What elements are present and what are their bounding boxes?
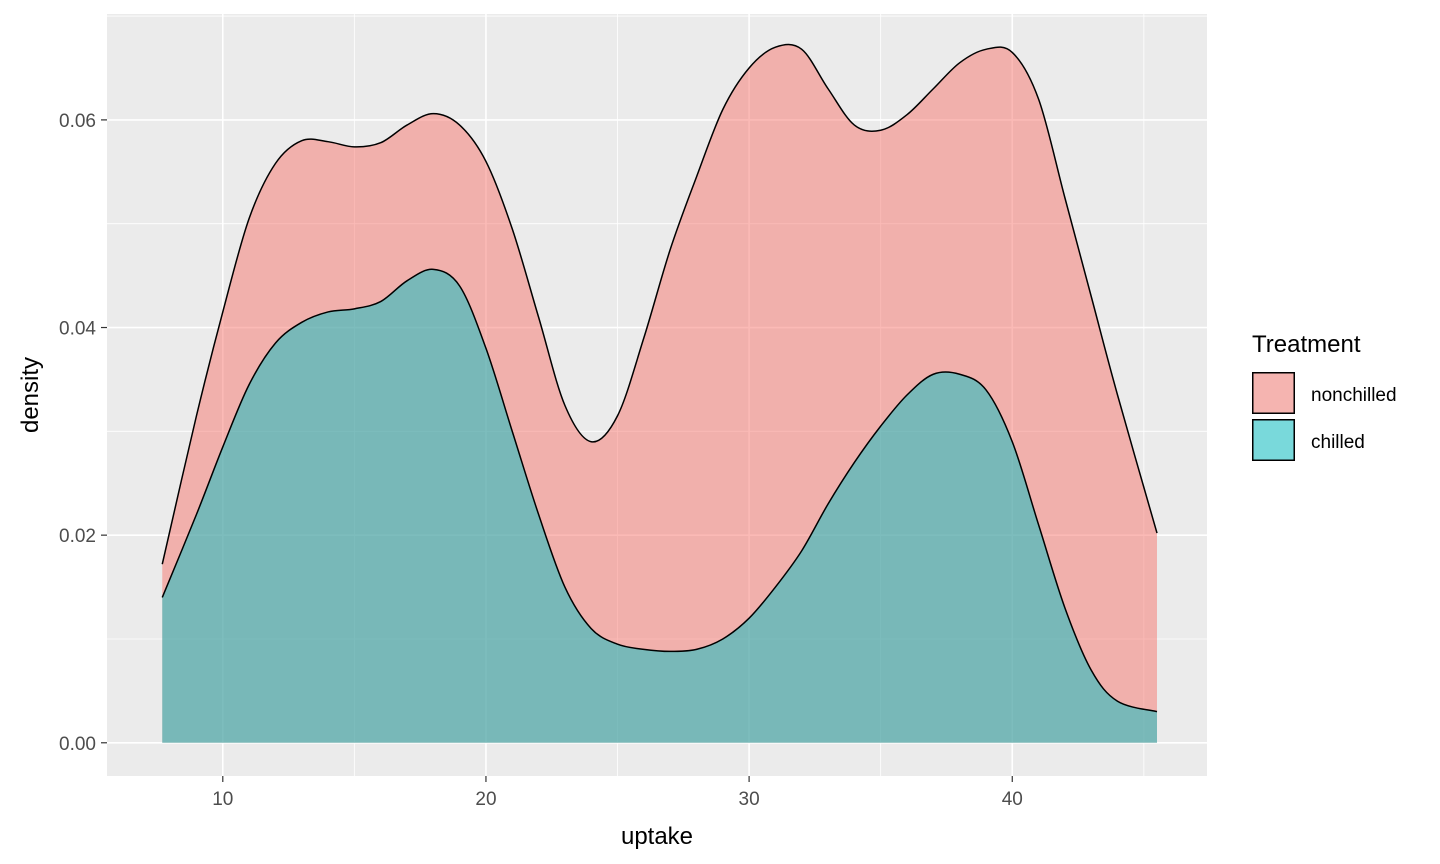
x-tick-label: 30 xyxy=(739,789,760,810)
y-axis: 0.00 0.02 0.04 0.06 xyxy=(59,111,107,755)
density-area-chilled xyxy=(162,269,1157,743)
legend-label-nonchilled: nonchilled xyxy=(1311,385,1397,406)
density-line-nonchilled xyxy=(161,43,1158,565)
x-axis: 10 20 30 40 xyxy=(212,776,1023,810)
density-areas xyxy=(161,43,1158,743)
legend-items: nonchilled chilled xyxy=(1252,372,1397,461)
y-tick-label: 0.00 xyxy=(59,734,96,755)
x-axis-title: uptake xyxy=(621,823,693,850)
y-axis-title: density xyxy=(17,357,44,433)
x-tick-label: 10 xyxy=(212,789,233,810)
legend: Treatment nonchilled chilled xyxy=(1252,331,1397,461)
legend-title: Treatment xyxy=(1252,331,1361,358)
y-tick-label: 0.04 xyxy=(59,319,96,340)
x-tick-label: 20 xyxy=(475,789,496,810)
legend-label-chilled: chilled xyxy=(1311,432,1365,453)
y-tick-label: 0.02 xyxy=(59,526,96,547)
x-tick-label: 40 xyxy=(1002,789,1023,810)
legend-key-chilled xyxy=(1252,419,1295,461)
y-tick-label: 0.06 xyxy=(59,111,96,132)
legend-key-nonchilled xyxy=(1252,372,1295,414)
density-line-chilled xyxy=(161,268,1158,713)
